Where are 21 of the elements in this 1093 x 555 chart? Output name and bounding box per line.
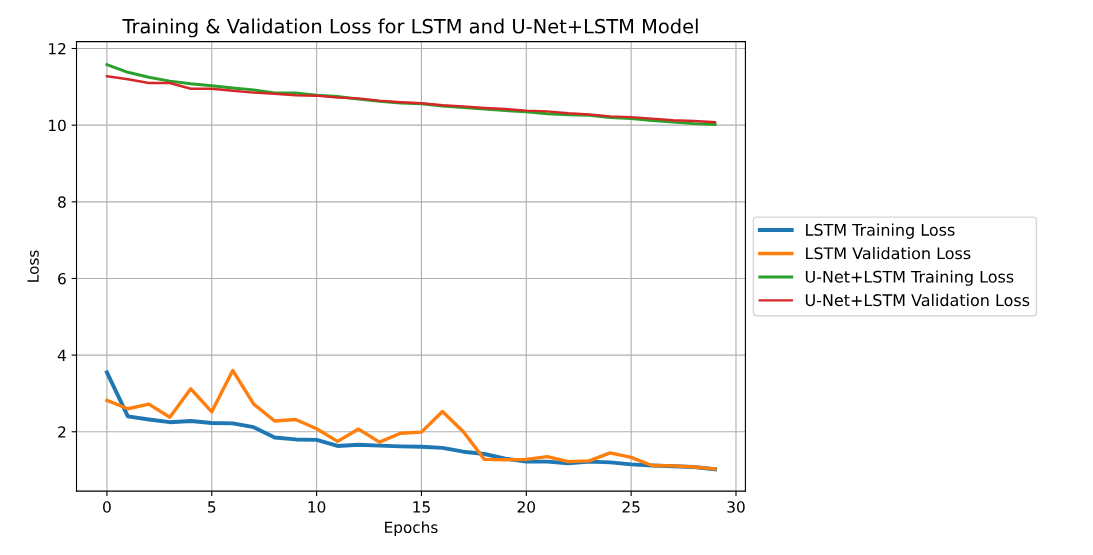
y-tick-label: 10	[49, 119, 66, 132]
y-tick-label: 6	[58, 272, 66, 285]
x-tick-label: 30	[727, 501, 745, 513]
legend-label: U-Net+LSTM Training Loss	[805, 270, 1014, 286]
x-tick-label: 20	[517, 501, 535, 513]
x-tick-label: 0	[103, 501, 111, 513]
legend-label: LSTM Validation Loss	[806, 246, 971, 260]
x-tick-label: 5	[208, 501, 216, 513]
legend-label: LSTM Training Loss	[806, 223, 955, 239]
y-tick-label: 4	[57, 349, 66, 361]
x-axis-title: Epochs	[385, 521, 438, 537]
line-series	[105, 74, 717, 124]
chart-title: Training & Validation Loss for LSTM and U-Net+LSTM Model	[122, 18, 698, 38]
y-tick-label: 8	[58, 196, 66, 208]
y-tick-label: 12	[49, 42, 66, 55]
x-tick-label: 25	[622, 501, 640, 513]
x-tick-label: 10	[308, 501, 326, 513]
legend-label: U-Net+LSTM Validation Loss	[805, 293, 1030, 307]
x-tick-label: 15	[413, 501, 430, 513]
y-tick-label: 2	[58, 426, 66, 438]
y-axis-title: Loss	[27, 250, 39, 282]
